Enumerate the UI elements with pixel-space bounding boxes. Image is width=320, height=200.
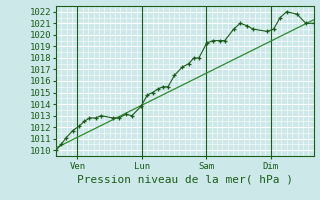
- X-axis label: Pression niveau de la mer( hPa ): Pression niveau de la mer( hPa ): [77, 175, 293, 185]
